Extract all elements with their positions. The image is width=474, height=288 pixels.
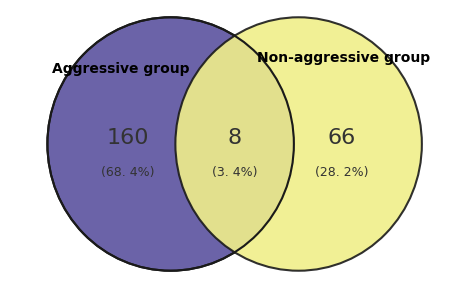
- Text: 8: 8: [228, 128, 242, 148]
- Text: (3. 4%): (3. 4%): [212, 166, 257, 179]
- Text: 66: 66: [327, 128, 356, 148]
- Ellipse shape: [47, 17, 294, 271]
- Text: Aggressive group: Aggressive group: [52, 62, 190, 76]
- Text: (28. 2%): (28. 2%): [315, 166, 368, 179]
- Text: (68. 4%): (68. 4%): [101, 166, 155, 179]
- Text: 160: 160: [107, 128, 149, 148]
- Ellipse shape: [175, 17, 422, 271]
- Text: Non-aggressive group: Non-aggressive group: [257, 51, 430, 65]
